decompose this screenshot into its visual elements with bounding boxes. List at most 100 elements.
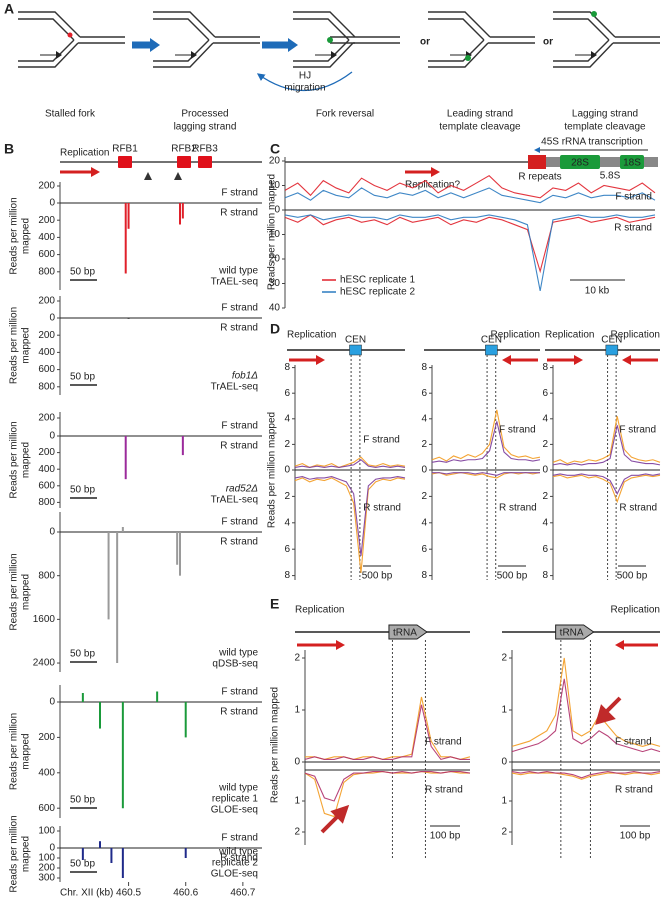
panel-a-drawing [17,11,661,92]
y-tick-label: 800 [38,570,55,581]
trace [304,704,470,761]
scale-bar-label: 50 bp [70,485,95,496]
y-axis-label: mapped [21,574,32,610]
trace [511,678,661,753]
y-tick-label: 0 [294,757,300,768]
or-label: or [420,37,430,48]
y-tick-label: 1 [501,705,507,716]
gene-label: 5.8S [600,171,621,182]
y-tick-label: 0 [49,313,55,324]
y-tick-label: 0 [49,527,55,538]
x-axis-label: Chr. XII (kb) [60,888,113,899]
f-strand-label: F strand [619,425,656,436]
y-tick-label: 6 [542,544,548,555]
panel-letter: C [270,141,280,157]
legend-label: hESC replicate 1 [340,275,415,286]
y-tick-label: 2 [294,653,300,664]
trna-box [555,624,595,640]
repeats-label: R repeats [518,172,561,183]
y-tick-label: 400 [38,464,55,475]
trace [432,472,540,476]
step-label: Lagging strand [572,109,638,120]
track-label: TrAEL-seq [211,495,258,506]
r-strand-label: R strand [363,503,401,514]
replication-label: Replication [287,330,336,341]
trace [284,214,656,291]
trace [294,476,406,556]
y-tick-label: 30 [269,278,281,289]
step-label: Leading strand [447,109,513,120]
y-axis-label: Reads per million [9,713,20,790]
y-tick-label: 200 [38,863,55,874]
panel-letter: E [270,596,279,612]
step-arrow [288,38,298,52]
y-tick-label: 8 [284,570,290,581]
track-label: replicate 2 [212,858,259,869]
y-tick-label: 8 [542,570,548,581]
trace [552,425,661,466]
y-axis-label: Reads per million [9,307,20,384]
x-tick-label: 460.6 [173,888,198,899]
y-axis-label: mapped [21,327,32,363]
f-strand-label: F strand [221,188,258,199]
y-tick-label: 4 [542,413,548,424]
y-tick-label: 0 [49,843,55,854]
trace [294,477,406,574]
legend-label: hESC replicate 2 [340,287,415,298]
step-label: template cleavage [439,122,521,133]
y-axis-label: Reads per million mapped [267,174,278,290]
y-tick-label: 600 [38,364,55,375]
y-tick-label: 400 [38,347,55,358]
rfb-box [198,156,212,168]
f-strand-label: F strand [615,737,652,748]
trace [552,473,661,495]
y-tick-label: 4 [284,517,290,528]
y-tick-label: 400 [38,232,55,243]
cen-label: CEN [345,335,366,346]
trace [304,770,471,802]
y-axis-label: Reads per million mapped [270,687,281,803]
track-label: GLOE-seq [211,805,258,816]
y-tick-label: 6 [542,388,548,399]
track-label: TrAEL-seq [211,382,258,393]
y-tick-label: 0 [284,465,290,476]
highlight-arrow [595,696,622,725]
x-tick-label: 460.7 [230,888,255,899]
step-label: Stalled fork [45,109,96,120]
y-tick-label: 2 [501,827,507,838]
hj-label: HJ [299,71,311,82]
scale-bar-label: 10 kb [585,286,610,297]
y-tick-label: 1 [501,796,507,807]
y-axis-label: Reads per million [9,197,20,274]
y-tick-label: 100 [38,853,55,864]
y-axis-label: Reads per million [9,421,20,498]
y-tick-label: 0 [542,465,548,476]
transcription-label: 45S rRNA transcription [541,137,643,148]
y-tick-label: 2 [501,653,507,664]
f-strand-label: F strand [221,517,258,528]
f-strand-label: F strand [615,192,652,203]
y-tick-label: 10 [269,229,281,240]
hj-arrow [256,71,353,92]
scale-bar-label: 500 bp [497,571,528,582]
r-strand-label: R strand [220,441,258,452]
fork [17,11,126,68]
trace [431,472,541,479]
trace [284,187,656,204]
y-tick-label: 8 [284,362,290,373]
rfb-box [118,156,132,168]
y-axis-label: Reads per million [9,815,20,892]
hj-label: migration [284,83,325,94]
fork [427,11,536,68]
f-strand-label: F strand [363,435,400,446]
step-label: template cleavage [564,122,646,133]
r-strand-label: R strand [614,223,652,234]
rfb-label: RFB1 [112,144,138,155]
y-axis-label: mapped [21,733,32,769]
trace [284,175,656,199]
y-tick-label: 1600 [33,614,56,625]
or-label: or [543,37,553,48]
y-axis-label: mapped [21,442,32,478]
y-tick-label: 300 [38,873,55,884]
replication-label: Replication [60,148,109,159]
